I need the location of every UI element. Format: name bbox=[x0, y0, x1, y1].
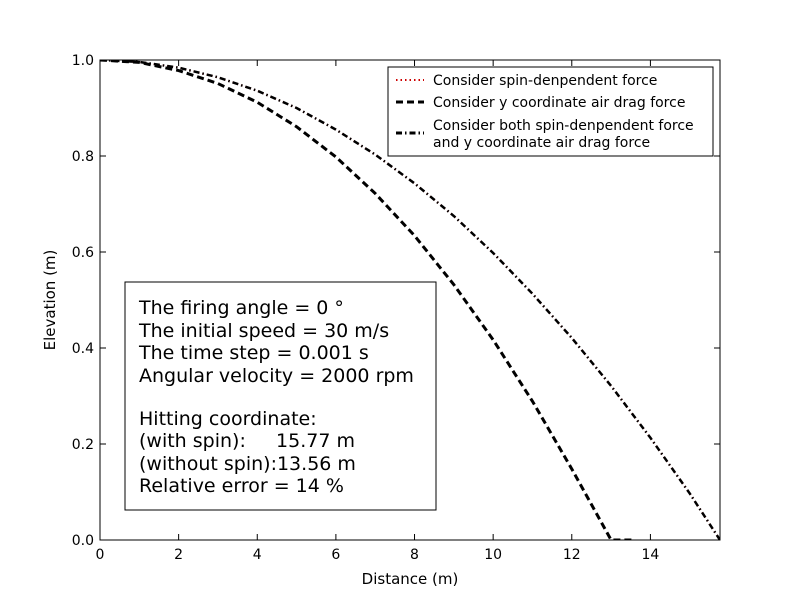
annotation-line: The initial speed = 30 m/s bbox=[138, 320, 389, 342]
x-tick-label: 6 bbox=[331, 547, 340, 563]
x-tick-label: 0 bbox=[96, 547, 105, 563]
legend-label-spin: Consider spin-denpendent force bbox=[433, 73, 657, 89]
series-layer bbox=[100, 60, 720, 540]
annotation-line: Relative error = 14 % bbox=[139, 475, 344, 497]
y-tick-label: 0.0 bbox=[72, 533, 94, 549]
legend-box bbox=[387, 66, 714, 157]
x-tick-label: 4 bbox=[253, 547, 262, 563]
annotation-line: The firing angle = 0 ° bbox=[138, 297, 344, 319]
y-tick-label: 0.8 bbox=[72, 149, 94, 165]
y-tick-label: 0.6 bbox=[72, 245, 94, 261]
y-tick-label: 1.0 bbox=[72, 53, 94, 69]
x-tick-label: 8 bbox=[410, 547, 419, 563]
plot-frame bbox=[99, 59, 721, 541]
annotation-line: Hitting coordinate: bbox=[139, 408, 317, 430]
annotation-line: (with spin): 15.77 m bbox=[139, 430, 355, 452]
x-tick-label: 2 bbox=[174, 547, 183, 563]
annotation-frame bbox=[124, 281, 437, 511]
annotation-line: (without spin):13.56 m bbox=[139, 453, 356, 475]
annotation-line: Angular velocity = 2000 rpm bbox=[139, 365, 414, 387]
ticks-layer: 0 2 4 6 8 10 12 14 0.0 0.2 0.4 0.6 0.8 1.0 bbox=[72, 53, 720, 563]
series-line-2 bbox=[100, 60, 634, 540]
x-tick-label: 14 bbox=[641, 547, 659, 563]
y-tick-label: 0.4 bbox=[72, 341, 94, 357]
x-tick-label: 10 bbox=[484, 547, 502, 563]
y-axis-label: Elevation (m) bbox=[41, 250, 59, 351]
y-tick-label: 0.2 bbox=[72, 437, 94, 453]
legend-label-drag: Consider y coordinate air drag force bbox=[433, 95, 685, 111]
legend-label-both-line1: Consider both spin-denpendent force bbox=[433, 118, 694, 134]
legend: Consider spin-denpendent force Consider … bbox=[387, 66, 714, 157]
annotation-line: The time step = 0.001 s bbox=[138, 342, 369, 364]
x-axis-label: Distance (m) bbox=[362, 570, 459, 588]
annotation-box: The firing angle = 0 ° The initial speed… bbox=[124, 281, 437, 511]
legend-label-both-line2: and y coordinate air drag force bbox=[433, 135, 650, 151]
x-tick-label: 12 bbox=[563, 547, 581, 563]
series-line-3 bbox=[100, 60, 720, 540]
